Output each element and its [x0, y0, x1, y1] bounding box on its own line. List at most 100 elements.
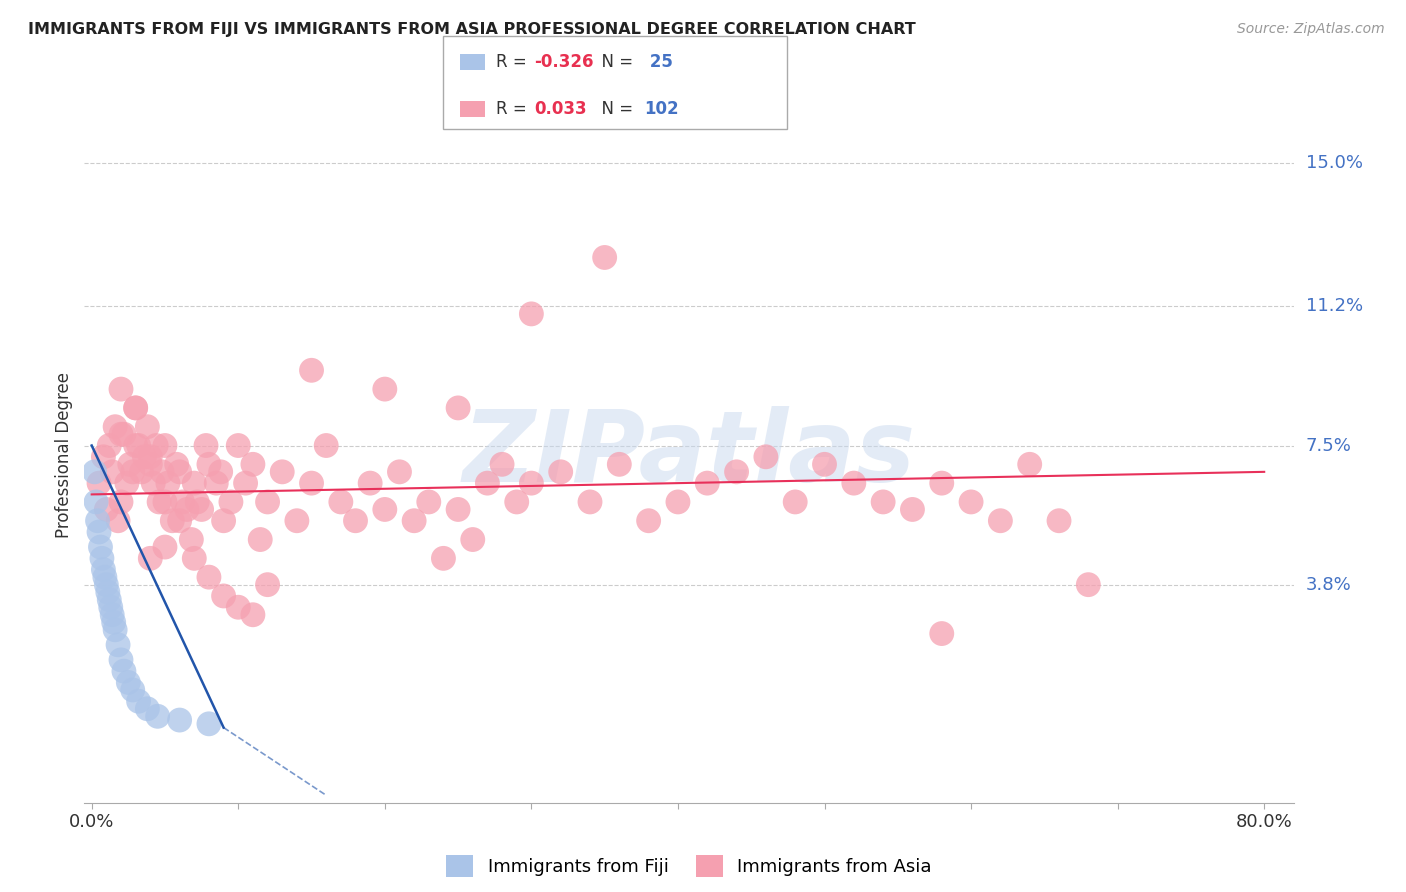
- Point: [117, 675, 139, 690]
- Point: [226, 438, 249, 452]
- Point: [121, 465, 143, 479]
- Point: [301, 476, 323, 491]
- Point: [136, 419, 159, 434]
- Point: [447, 502, 470, 516]
- Point: [86, 514, 108, 528]
- Point: [931, 476, 953, 491]
- Point: [103, 615, 125, 630]
- Point: [169, 465, 191, 479]
- Point: [359, 476, 381, 491]
- Point: [960, 495, 983, 509]
- Point: [124, 401, 146, 415]
- Text: Source: ZipAtlas.com: Source: ZipAtlas.com: [1237, 22, 1385, 37]
- Text: 11.2%: 11.2%: [1306, 297, 1362, 316]
- Text: 102: 102: [644, 100, 679, 118]
- Point: [271, 465, 294, 479]
- Point: [94, 570, 117, 584]
- Point: [107, 514, 129, 528]
- Point: [115, 476, 138, 491]
- Point: [550, 465, 572, 479]
- Point: [93, 450, 115, 464]
- Point: [87, 476, 110, 491]
- Point: [813, 458, 835, 472]
- Point: [249, 533, 271, 547]
- Point: [107, 638, 129, 652]
- Point: [112, 664, 135, 678]
- Point: [477, 476, 499, 491]
- Point: [93, 563, 115, 577]
- Point: [432, 551, 454, 566]
- Point: [205, 476, 228, 491]
- Point: [176, 502, 198, 516]
- Point: [139, 458, 162, 472]
- Text: R =: R =: [496, 53, 533, 70]
- Point: [153, 540, 176, 554]
- Legend: Immigrants from Fiji, Immigrants from Asia: Immigrants from Fiji, Immigrants from As…: [439, 847, 939, 884]
- Point: [121, 683, 143, 698]
- Text: IMMIGRANTS FROM FIJI VS IMMIGRANTS FROM ASIA PROFESSIONAL DEGREE CORRELATION CHA: IMMIGRANTS FROM FIJI VS IMMIGRANTS FROM …: [28, 22, 915, 37]
- Point: [1047, 514, 1070, 528]
- Point: [579, 495, 602, 509]
- Point: [131, 465, 153, 479]
- Point: [256, 495, 278, 509]
- Point: [169, 713, 191, 727]
- Point: [990, 514, 1012, 528]
- Point: [447, 401, 470, 415]
- Point: [725, 465, 748, 479]
- Point: [242, 607, 264, 622]
- Text: 7.5%: 7.5%: [1306, 436, 1351, 455]
- Point: [183, 476, 205, 491]
- Point: [98, 438, 121, 452]
- Point: [83, 465, 105, 479]
- Point: [1018, 458, 1040, 472]
- Point: [139, 450, 162, 464]
- Point: [520, 307, 543, 321]
- Point: [607, 458, 630, 472]
- Point: [901, 502, 924, 516]
- Point: [87, 524, 110, 539]
- Point: [198, 570, 221, 584]
- Point: [593, 251, 616, 265]
- Point: [491, 458, 513, 472]
- Text: R =: R =: [496, 100, 533, 118]
- Point: [842, 476, 865, 491]
- Point: [186, 495, 208, 509]
- Point: [190, 502, 212, 516]
- Point: [97, 585, 120, 599]
- Point: [89, 540, 111, 554]
- Text: N =: N =: [591, 100, 638, 118]
- Point: [118, 458, 141, 472]
- Point: [124, 401, 146, 415]
- Point: [198, 458, 221, 472]
- Point: [142, 476, 165, 491]
- Text: ZIPatlas: ZIPatlas: [463, 407, 915, 503]
- Point: [169, 514, 191, 528]
- Point: [209, 465, 232, 479]
- Text: 3.8%: 3.8%: [1306, 575, 1351, 594]
- Point: [180, 533, 202, 547]
- Point: [506, 495, 529, 509]
- Point: [124, 438, 146, 452]
- Point: [110, 653, 132, 667]
- Point: [374, 502, 396, 516]
- Point: [96, 502, 118, 516]
- Point: [100, 600, 122, 615]
- Text: -0.326: -0.326: [534, 53, 593, 70]
- Point: [755, 450, 778, 464]
- Point: [242, 458, 264, 472]
- Point: [785, 495, 807, 509]
- Point: [198, 716, 221, 731]
- Point: [166, 458, 188, 472]
- Point: [212, 514, 235, 528]
- Point: [212, 589, 235, 603]
- Point: [128, 694, 150, 708]
- Point: [150, 465, 173, 479]
- Point: [153, 438, 176, 452]
- Y-axis label: Professional Degree: Professional Degree: [55, 372, 73, 538]
- Point: [96, 577, 118, 591]
- Point: [128, 438, 150, 452]
- Point: [1077, 577, 1099, 591]
- Point: [285, 514, 308, 528]
- Point: [104, 419, 127, 434]
- Point: [156, 476, 179, 491]
